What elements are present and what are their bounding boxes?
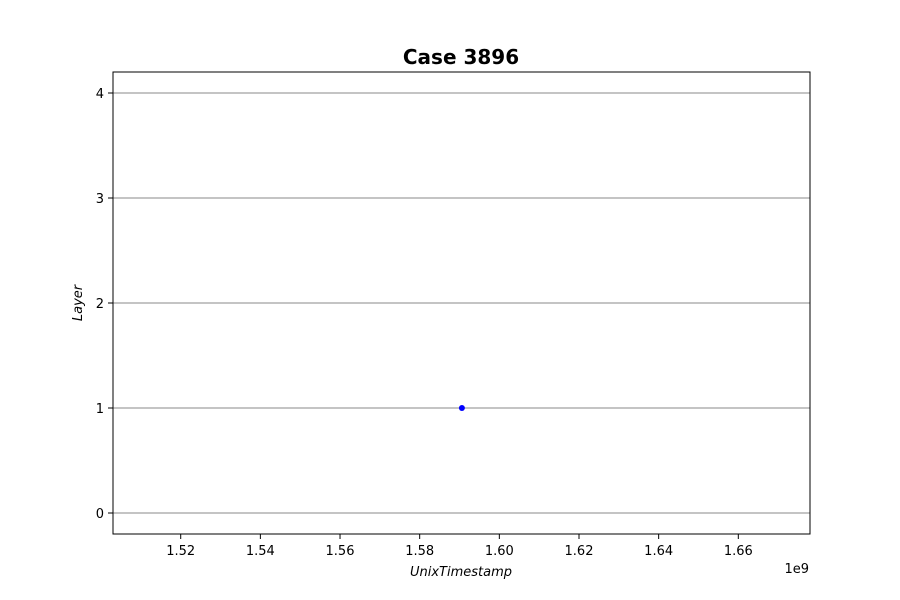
- data-points: [458, 405, 465, 411]
- x-axis-label: UnixTimestamp: [410, 565, 512, 580]
- chart-title: Case 3896: [403, 45, 519, 69]
- y-axis-ticks: 0 1 2 3 4: [96, 87, 113, 522]
- x-axis-ticks: 1.52 1.54 1.56 1.58 1.60 1.62 1.64 1.66: [166, 534, 753, 559]
- y-axis-label: Layer: [71, 283, 86, 321]
- y-tick-label: 0: [96, 507, 104, 522]
- x-tick-label: 1.66: [724, 544, 753, 559]
- x-tick-label: 1.56: [326, 544, 355, 559]
- x-tick-label: 1.58: [405, 544, 434, 559]
- x-tick-label: 1.60: [485, 544, 514, 559]
- x-tick-label: 1.64: [644, 544, 673, 559]
- x-tick-label: 1.62: [565, 544, 594, 559]
- y-tick-label: 3: [96, 192, 104, 207]
- y-tick-label: 4: [96, 87, 104, 102]
- y-tick-label: 2: [96, 297, 104, 312]
- grid-lines: [113, 92, 810, 514]
- x-tick-label: 1.54: [246, 544, 275, 559]
- x-tick-label: 1.52: [166, 544, 195, 559]
- y-tick-label: 1: [96, 402, 104, 417]
- x-axis-offset-label: 1e9: [784, 562, 809, 577]
- data-point: [458, 405, 465, 411]
